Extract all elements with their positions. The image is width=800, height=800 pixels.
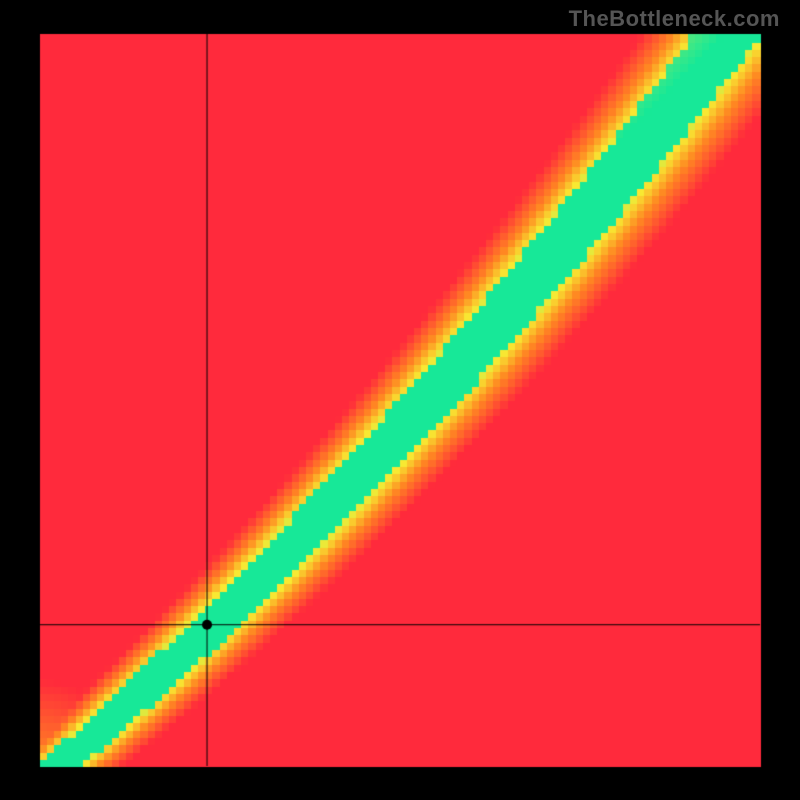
chart-container: TheBottleneck.com [0,0,800,800]
bottleneck-heatmap [0,0,800,800]
watermark-text: TheBottleneck.com [569,6,780,32]
